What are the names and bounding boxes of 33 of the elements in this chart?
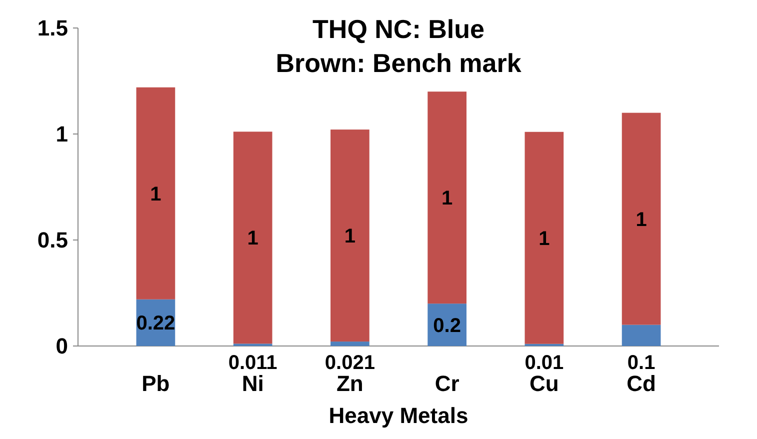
- bar: [428, 92, 466, 304]
- x-tick-label: Cd: [626, 371, 656, 396]
- data-label: 0.011: [228, 352, 278, 374]
- data-label: 0.01: [524, 352, 564, 374]
- bar: [622, 324, 661, 346]
- y-tick-label: 1.5: [37, 16, 68, 41]
- data-label: 0.021: [324, 352, 375, 374]
- bar: [524, 132, 564, 344]
- bar: [330, 342, 370, 346]
- data-label: 1: [150, 183, 162, 206]
- y-tick-label: 0: [56, 334, 68, 359]
- bar: [136, 87, 176, 300]
- bar: [330, 130, 370, 342]
- chart-title: THQ NC: Blue: [312, 14, 484, 44]
- x-tick-label: Zn: [336, 371, 364, 396]
- x-tick-label: Cu: [530, 371, 559, 396]
- bar: [622, 112, 661, 325]
- x-tick-label: Pb: [142, 371, 170, 396]
- x-tick-label: Ni: [242, 371, 264, 396]
- data-label: 1: [247, 228, 258, 250]
- bar: [233, 132, 272, 344]
- data-label: 1: [442, 188, 453, 210]
- x-axis-title: Heavy Metals: [328, 403, 468, 428]
- data-label: 0.22: [136, 312, 176, 335]
- text: Brown: Bench mark: [276, 48, 522, 78]
- data-label: 1: [538, 228, 550, 250]
- x-tick-label: Cr: [434, 371, 460, 396]
- data-label: 1: [636, 208, 647, 231]
- data-label: 0.1: [627, 352, 656, 374]
- y-tick-label: 1: [56, 122, 68, 147]
- data-label: 0.2: [433, 314, 461, 337]
- y-tick-label: 0.5: [37, 228, 68, 253]
- data-label: 1: [344, 226, 356, 248]
